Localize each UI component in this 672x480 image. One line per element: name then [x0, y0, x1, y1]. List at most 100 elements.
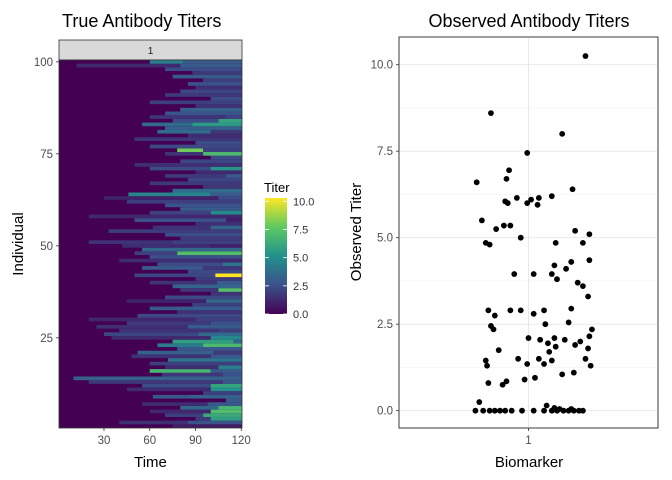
- heatmap-tile: [164, 365, 219, 370]
- heatmap-tile: [213, 350, 242, 355]
- heatmap-tile: [149, 115, 226, 119]
- heatmap-tile: [218, 196, 242, 200]
- heatmap-tile: [192, 71, 242, 75]
- heatmap-tile: [210, 155, 242, 160]
- heatmap-tile: [128, 192, 211, 197]
- heatmap-tile: [108, 229, 242, 233]
- scatter-point: [480, 407, 487, 414]
- heatmap-tile: [157, 262, 223, 267]
- heatmap-tile: [225, 398, 242, 403]
- scatter-point: [546, 348, 553, 355]
- scatter-point: [548, 271, 555, 277]
- scatter-point: [478, 217, 485, 224]
- scatter-point: [493, 226, 500, 232]
- scatter-point: [506, 167, 512, 174]
- heatmap-tile: [73, 376, 243, 381]
- heatmap-tile: [218, 288, 242, 292]
- heatmap-tile: [126, 299, 207, 303]
- heatmap-tile: [187, 394, 242, 399]
- scatter-x-axis: 1: [525, 428, 532, 447]
- legend-tick-label: 5.0: [293, 253, 308, 265]
- heatmap-tile: [88, 240, 173, 244]
- scatter-point: [568, 406, 575, 412]
- scatter-point: [570, 369, 577, 376]
- heatmap-tile: [149, 100, 242, 105]
- scatter-point: [579, 407, 586, 414]
- heatmap-tile: [210, 166, 242, 171]
- heatmap-tile: [164, 232, 242, 237]
- heatmap-tile: [119, 328, 219, 333]
- heatmap-tile: [126, 199, 242, 204]
- heatmap-tile: [119, 258, 226, 263]
- scatter-point: [530, 271, 537, 277]
- scatter-point: [490, 326, 497, 333]
- heatmap-tile: [103, 196, 219, 200]
- heatmap-tile: [172, 284, 242, 289]
- heatmap-tile: [96, 324, 188, 329]
- scatter-point: [537, 336, 544, 343]
- scatter-point: [503, 378, 510, 385]
- heatmap-tile: [172, 74, 242, 79]
- scatter-point: [521, 376, 528, 383]
- heatmap-x-tick-label: 90: [189, 435, 202, 447]
- heatmap-tile: [187, 133, 242, 138]
- scatter-point: [502, 407, 509, 414]
- heatmap-tile: [210, 321, 242, 325]
- heatmap-tile: [203, 413, 242, 417]
- heatmap-tile: [210, 383, 242, 388]
- scatter-y-tick-label: 5.0: [377, 233, 393, 245]
- heatmap-tile: [134, 273, 216, 278]
- heatmap-tile: [187, 420, 242, 425]
- scatter-point: [568, 305, 575, 312]
- heatmap-tile: [222, 380, 242, 384]
- scatter-point: [586, 333, 593, 340]
- scatter-point: [511, 271, 518, 277]
- heatmap-tile: [126, 321, 211, 325]
- scatter-point: [556, 406, 563, 412]
- scatter-point: [519, 407, 525, 414]
- heatmap-tile: [164, 295, 242, 300]
- scatter-point: [532, 374, 538, 381]
- scatter-y-tick-label: 0.0: [377, 406, 393, 418]
- heatmap-tile: [180, 288, 219, 292]
- heatmap-tile: [157, 343, 204, 348]
- scatter-point: [552, 343, 559, 350]
- scatter-point: [585, 345, 591, 352]
- heatmap-tile: [149, 361, 242, 366]
- scatter-point: [577, 338, 584, 345]
- scatter-point: [517, 307, 524, 314]
- scatter-point: [586, 231, 593, 238]
- scatter-point: [534, 201, 541, 208]
- heatmap-tile: [142, 402, 208, 406]
- heatmap-tile: [225, 258, 242, 263]
- scatter-point: [541, 307, 547, 314]
- heatmap-y-axis-title: Individual: [10, 212, 27, 275]
- heatmap-tile: [134, 218, 226, 222]
- heatmap-tile: [177, 251, 242, 256]
- heatmap-tile: [210, 291, 242, 296]
- scatter-point: [559, 371, 566, 378]
- heatmap-tile: [142, 266, 204, 270]
- heatmap-tile: [180, 236, 242, 241]
- heatmap-tile: [180, 405, 219, 410]
- legend-tick-label: 7.5: [293, 225, 308, 237]
- heatmap-x-tick-label: 60: [143, 435, 156, 447]
- heatmap-title: True Antibody Titers: [62, 11, 221, 31]
- heatmap-tile: [149, 181, 242, 186]
- heatmap-tile: [203, 343, 242, 348]
- scatter-point: [482, 239, 489, 246]
- heatmap-tile: [164, 413, 204, 417]
- heatmap-y-tick-label: 100: [34, 57, 53, 69]
- heatmap-tile: [164, 67, 242, 72]
- heatmap-tile: [192, 302, 242, 307]
- scatter-point: [502, 198, 509, 205]
- scatter-point: [563, 265, 569, 272]
- scatter-point: [587, 362, 594, 369]
- scatter-point: [491, 312, 498, 319]
- scatter-point: [513, 195, 520, 201]
- scatter-point: [582, 53, 589, 59]
- scatter-point: [535, 195, 542, 201]
- heatmap-tile: [177, 310, 242, 314]
- legend-ticks: 0.0 2.5 5.0 7.5 10.0: [265, 196, 314, 321]
